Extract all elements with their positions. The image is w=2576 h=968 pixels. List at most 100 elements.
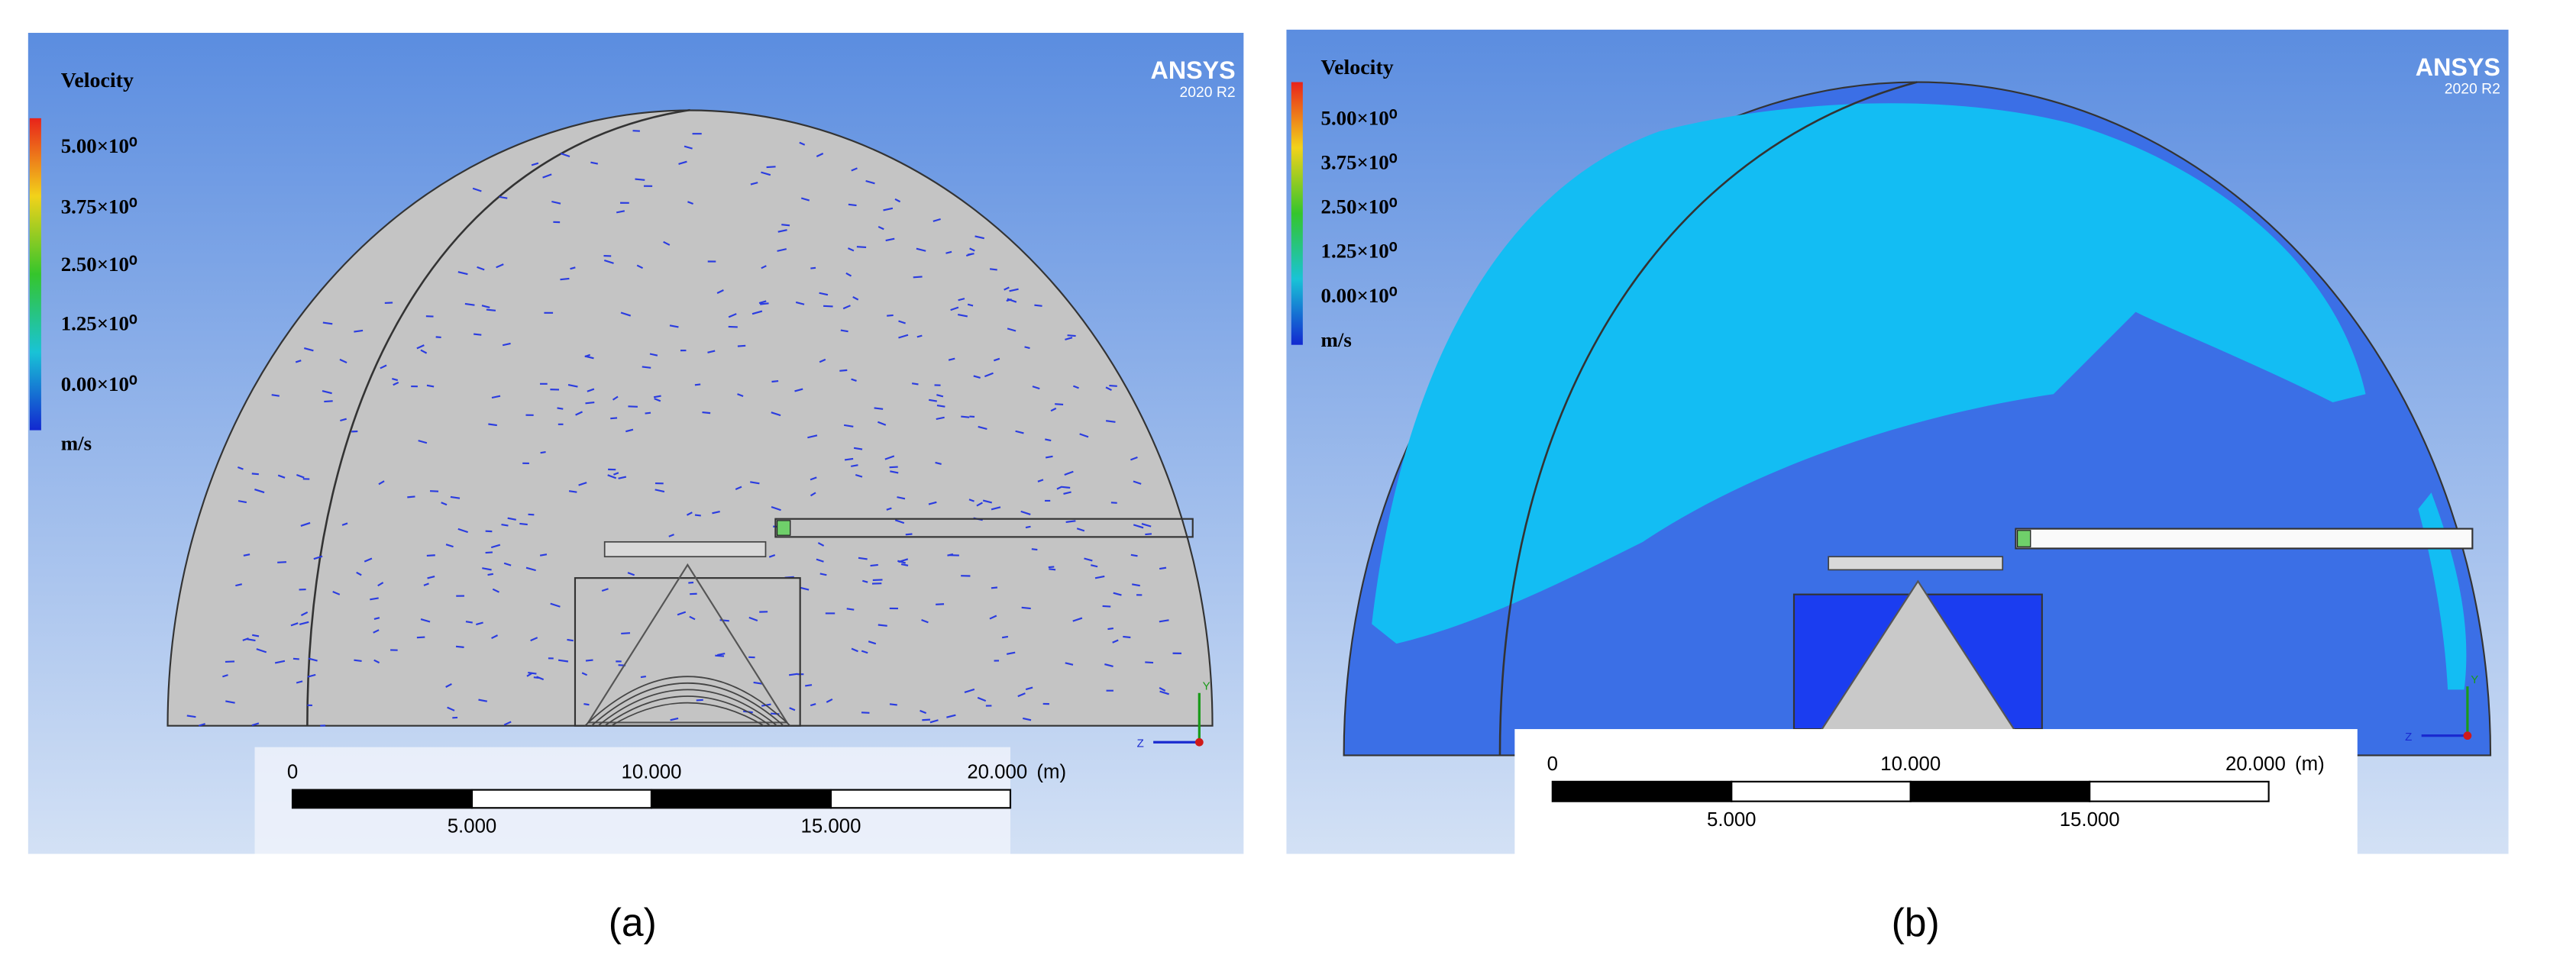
velocity-vector bbox=[1048, 566, 1055, 569]
velocity-vector bbox=[271, 394, 280, 397]
velocity-vector bbox=[1065, 337, 1073, 340]
scale-unit: (m) bbox=[1036, 762, 1066, 783]
velocity-vector bbox=[800, 197, 810, 202]
velocity-vector bbox=[303, 347, 314, 352]
velocity-vector bbox=[1065, 662, 1074, 666]
velocity-vector bbox=[977, 696, 987, 702]
velocity-vector bbox=[748, 616, 758, 622]
velocity-vector bbox=[530, 637, 538, 642]
velocity-vector bbox=[583, 703, 590, 706]
velocity-vector bbox=[948, 357, 955, 361]
panel: 0 10.000 20.000 (m) 5.000 15.000 Velocity 5.00×… bbox=[27, 33, 1244, 944]
legend-label: 1.25×10⁰ bbox=[61, 311, 137, 334]
velocity-vector bbox=[935, 461, 942, 465]
velocity-vector bbox=[627, 572, 635, 576]
velocity-vector bbox=[758, 300, 767, 305]
velocity-vector bbox=[897, 560, 907, 564]
velocity-vector bbox=[492, 588, 499, 593]
velocity-vector bbox=[427, 576, 435, 579]
velocity-vector bbox=[378, 480, 385, 486]
velocity-vector bbox=[423, 582, 429, 586]
velocity-vector bbox=[503, 562, 512, 566]
velocity-vector bbox=[486, 308, 496, 311]
velocity-vector bbox=[751, 310, 763, 315]
velocity-vector bbox=[819, 358, 826, 363]
velocity-vector bbox=[313, 555, 323, 560]
velocity-vector bbox=[445, 544, 454, 548]
velocity-vector bbox=[878, 225, 884, 231]
velocity-vector bbox=[332, 591, 341, 595]
velocity-vector bbox=[1105, 386, 1112, 391]
triad-origin bbox=[2463, 731, 2472, 741]
velocity-vector bbox=[238, 466, 244, 470]
velocity-vector bbox=[551, 200, 561, 205]
velocity-vector bbox=[293, 657, 299, 660]
velocity-vector bbox=[620, 311, 632, 317]
velocity-vector bbox=[621, 632, 631, 634]
velocity-vector bbox=[1063, 491, 1071, 495]
velocity-vector bbox=[222, 674, 228, 678]
velocity-vector bbox=[991, 586, 998, 589]
velocity-vector bbox=[1141, 523, 1152, 528]
velocity-vector bbox=[913, 276, 923, 279]
velocity-vector bbox=[654, 398, 661, 402]
scale-segment bbox=[291, 789, 474, 809]
velocity-vector bbox=[1045, 455, 1053, 459]
velocity-vector bbox=[324, 400, 333, 403]
velocity-vector bbox=[1031, 548, 1038, 551]
velocity-vector bbox=[839, 369, 848, 372]
velocity-vector bbox=[418, 440, 428, 444]
velocity-vector bbox=[296, 473, 305, 479]
velocity-vector bbox=[789, 707, 796, 711]
velocity-vector bbox=[847, 247, 855, 252]
velocity-vector bbox=[810, 492, 816, 497]
legend-label: 2.50×10⁰ bbox=[61, 253, 137, 276]
velocity-vector bbox=[884, 455, 895, 460]
velocity-vector bbox=[477, 266, 485, 271]
velocity-vector bbox=[712, 511, 720, 515]
velocity-vector bbox=[851, 378, 857, 382]
velocity-vector bbox=[490, 544, 501, 549]
scale-label: 20.000 bbox=[2225, 753, 2286, 775]
velocity-vector bbox=[689, 615, 696, 621]
velocity-vector bbox=[1133, 524, 1144, 529]
velocity-vector bbox=[416, 344, 425, 350]
velocity-vector bbox=[613, 472, 619, 476]
velocity-vector bbox=[737, 393, 744, 398]
velocity-vector bbox=[377, 582, 384, 587]
velocity-vector bbox=[441, 502, 448, 506]
velocity-vector bbox=[771, 411, 781, 417]
scale-segment bbox=[470, 789, 653, 809]
velocity-vector bbox=[886, 507, 892, 511]
velocity-vector bbox=[1130, 553, 1138, 557]
velocity-vector bbox=[819, 292, 829, 296]
velocity-vector bbox=[340, 418, 347, 422]
velocity-vector bbox=[339, 358, 347, 364]
velocity-vector bbox=[341, 522, 348, 526]
velocity-vector bbox=[507, 517, 516, 521]
viewport: 0 10.000 20.000 (m) 5.000 15.000 Velocity 5.00×… bbox=[1286, 29, 2509, 854]
velocity-vector bbox=[299, 621, 309, 625]
velocity-vector bbox=[936, 603, 945, 605]
velocity-vector bbox=[851, 464, 858, 467]
velocity-vector bbox=[807, 434, 818, 439]
velocity-vector bbox=[1067, 334, 1076, 337]
velocity-vector bbox=[1045, 438, 1052, 442]
velocity-vector bbox=[625, 428, 634, 433]
viewport: 0 10.000 20.000 (m) 5.000 15.000 Velocity 5.00×… bbox=[27, 33, 1244, 854]
velocity-vector bbox=[777, 229, 787, 233]
velocity-region bbox=[1372, 103, 2366, 644]
velocity-vector bbox=[420, 618, 431, 623]
velocity-vector bbox=[354, 659, 362, 662]
velocity-vector bbox=[898, 334, 909, 339]
velocity-vector bbox=[1023, 717, 1032, 721]
velocity-vector bbox=[862, 579, 868, 583]
caption: (b) bbox=[1892, 900, 1940, 944]
velocity-vector bbox=[472, 187, 482, 192]
velocity-vector bbox=[964, 688, 975, 693]
legend-title: Velocity bbox=[61, 69, 134, 92]
scale-label: 5.000 bbox=[1707, 809, 1757, 831]
wave-line bbox=[610, 702, 764, 727]
velocity-vector bbox=[1062, 486, 1071, 489]
velocity-vector bbox=[936, 394, 944, 398]
